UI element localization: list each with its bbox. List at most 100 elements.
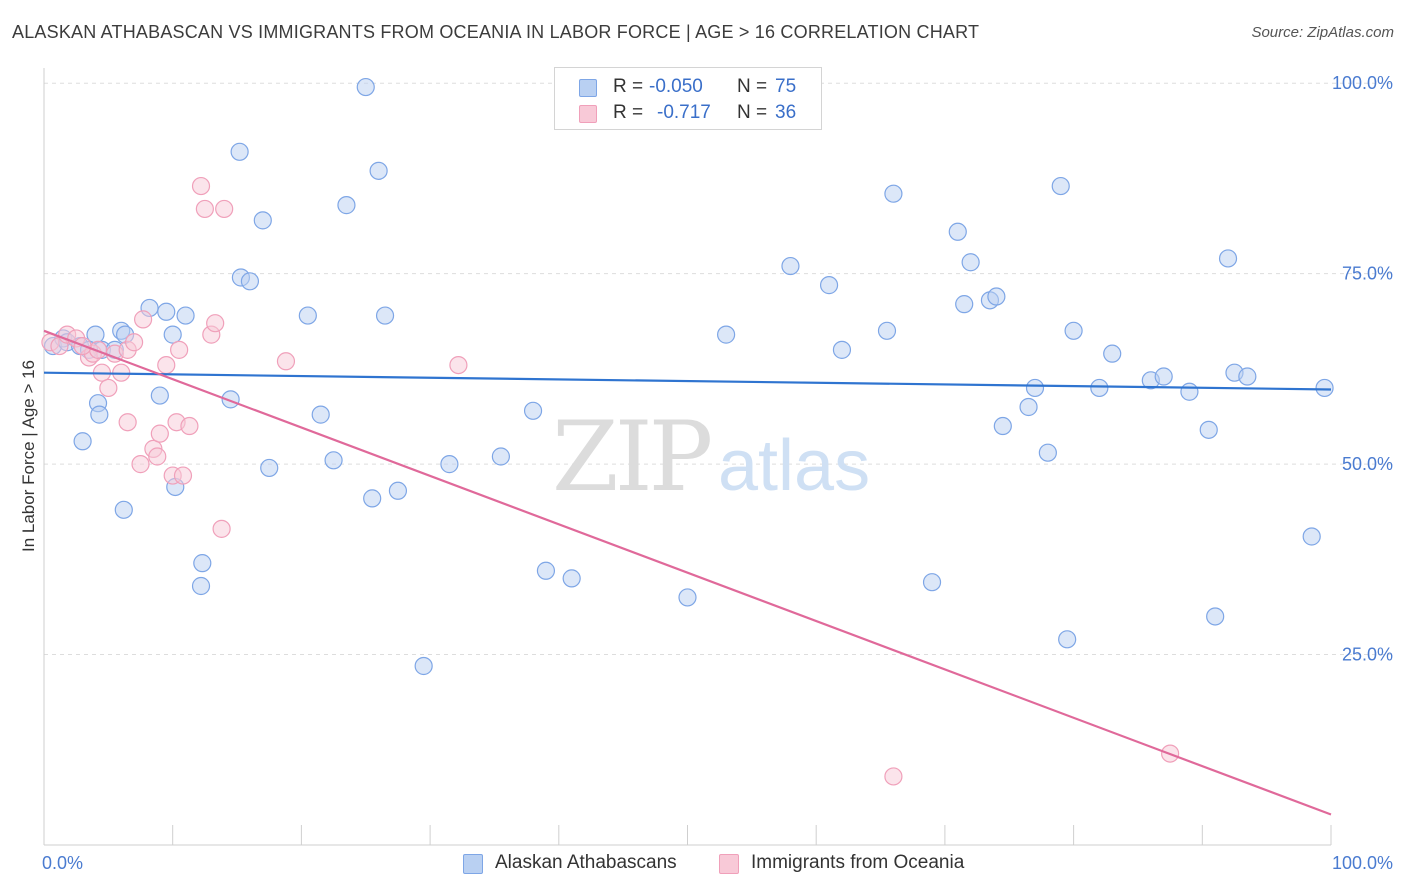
- athabascan-point: [1154, 367, 1173, 386]
- athabascan-point: [414, 656, 433, 676]
- athabascan-point: [337, 196, 356, 215]
- athabascan-point: [253, 211, 272, 230]
- athabascan-point: [1103, 344, 1122, 363]
- watermark-atlas: atlas: [718, 426, 870, 506]
- athabascan-point: [230, 142, 249, 161]
- legend-n-label: N =: [737, 102, 768, 123]
- oceania-point: [180, 416, 199, 436]
- x-tick-label: 0.0%: [42, 853, 83, 873]
- athabascan-point: [163, 325, 182, 344]
- y-axis-title: In Labor Force | Age > 16: [19, 360, 38, 552]
- gridlines: [44, 82, 1395, 656]
- athabascan-point: [993, 416, 1012, 436]
- athabascan-point: [298, 306, 317, 325]
- series-legend: Alaskan Athabascans Immigrants from Ocea…: [0, 852, 1406, 878]
- athabascan-trend-line: [43, 371, 1332, 391]
- athabascan-point: [832, 340, 852, 359]
- legend-label: Immigrants from Oceania: [751, 852, 965, 873]
- athabascan-point: [1025, 378, 1045, 398]
- athabascan-point: [955, 295, 974, 314]
- x-tick-label: 100.0%: [1332, 853, 1393, 873]
- legend-swatch-pink: [719, 854, 739, 874]
- athabascan-point: [491, 447, 510, 466]
- athabascan-point: [1218, 249, 1238, 268]
- athabascan-point: [877, 321, 897, 340]
- athabascan-point: [717, 325, 736, 344]
- athabascan-point: [536, 561, 556, 580]
- athabascan-point: [1051, 176, 1070, 196]
- athabascan-point: [922, 573, 942, 592]
- axes: [43, 68, 1332, 846]
- oceania-point: [170, 340, 189, 359]
- athabascan-point: [781, 256, 800, 276]
- athabascan-point: [961, 253, 980, 272]
- oceania-point: [215, 199, 234, 219]
- athabascan-point: [1238, 367, 1257, 386]
- legend-n-value: 75: [775, 76, 797, 97]
- oceania-point: [212, 519, 231, 538]
- legend-r-value: -0.050: [649, 76, 703, 97]
- oceania-point: [148, 447, 167, 466]
- athabascan-point: [523, 401, 543, 420]
- legend-n-value: 36: [775, 102, 797, 123]
- athabascan-point: [1038, 443, 1057, 462]
- athabascan-point: [440, 455, 459, 474]
- athabascan-point: [157, 302, 176, 321]
- athabascan-point: [90, 405, 109, 424]
- oceania-point: [276, 352, 296, 371]
- oceania-point: [206, 314, 225, 333]
- oceania-point: [99, 378, 118, 398]
- athabascan-point: [1206, 607, 1225, 626]
- oceania-point: [150, 424, 169, 443]
- athabascan-point: [1315, 378, 1334, 398]
- watermark-zip: ZIP: [552, 401, 711, 513]
- legend-label: Alaskan Athabascans: [495, 852, 677, 873]
- correlation-legend: R = -0.050 N = 75 R = -0.717 N = 36: [554, 67, 822, 130]
- athabascan-point: [987, 287, 1006, 306]
- y-tick-label: 25.0%: [1342, 645, 1393, 665]
- legend-swatch-pink: [579, 105, 597, 123]
- athabascan-point: [375, 306, 395, 325]
- y-tick-label: 100.0%: [1332, 73, 1393, 93]
- athabascan-point: [324, 451, 343, 470]
- athabascan-point: [311, 405, 330, 424]
- legend-n-label: N =: [737, 76, 768, 97]
- x-ticks: [43, 825, 1332, 845]
- oceania-trend-line: [43, 329, 1332, 816]
- athabascan-point: [363, 489, 382, 508]
- athabascan-point: [1199, 420, 1218, 439]
- oceania-point: [449, 355, 468, 375]
- oceania-point: [118, 413, 137, 432]
- legend-swatch-blue: [579, 79, 597, 97]
- oceania-point: [191, 176, 211, 196]
- y-tick-labels: 25.0% 50.0% 75.0% 100.0%: [1332, 73, 1393, 664]
- oceania-point: [133, 310, 153, 329]
- alaskan-athabascans-points: [43, 77, 1334, 676]
- oceania-point: [124, 333, 144, 352]
- oceania-point: [157, 355, 176, 375]
- athabascan-point: [1302, 527, 1321, 546]
- athabascan-point: [1064, 321, 1083, 340]
- athabascan-point: [1019, 397, 1038, 417]
- athabascan-point: [114, 500, 133, 519]
- chart-source: Source: ZipAtlas.com: [1251, 24, 1394, 41]
- athabascan-point: [193, 554, 212, 573]
- watermark: ZIP atlas: [552, 401, 870, 513]
- y-tick-label: 75.0%: [1342, 264, 1393, 284]
- athabascan-point: [356, 77, 375, 97]
- legend-r-label: R =: [613, 102, 644, 123]
- legend-r-value: -0.717: [657, 102, 711, 123]
- oceania-point: [884, 767, 903, 786]
- trend-lines: [43, 329, 1332, 816]
- athabascan-point: [1090, 378, 1109, 398]
- athabascan-point: [240, 272, 260, 291]
- oceania-point: [131, 455, 150, 474]
- athabascan-point: [678, 588, 697, 607]
- oceania-point: [173, 466, 193, 485]
- oceania-point: [195, 199, 214, 219]
- athabascan-point: [562, 569, 581, 588]
- athabascan-point: [176, 306, 195, 325]
- athabascan-point: [819, 276, 839, 295]
- x-tick-labels: 0.0% 100.0%: [42, 853, 1393, 873]
